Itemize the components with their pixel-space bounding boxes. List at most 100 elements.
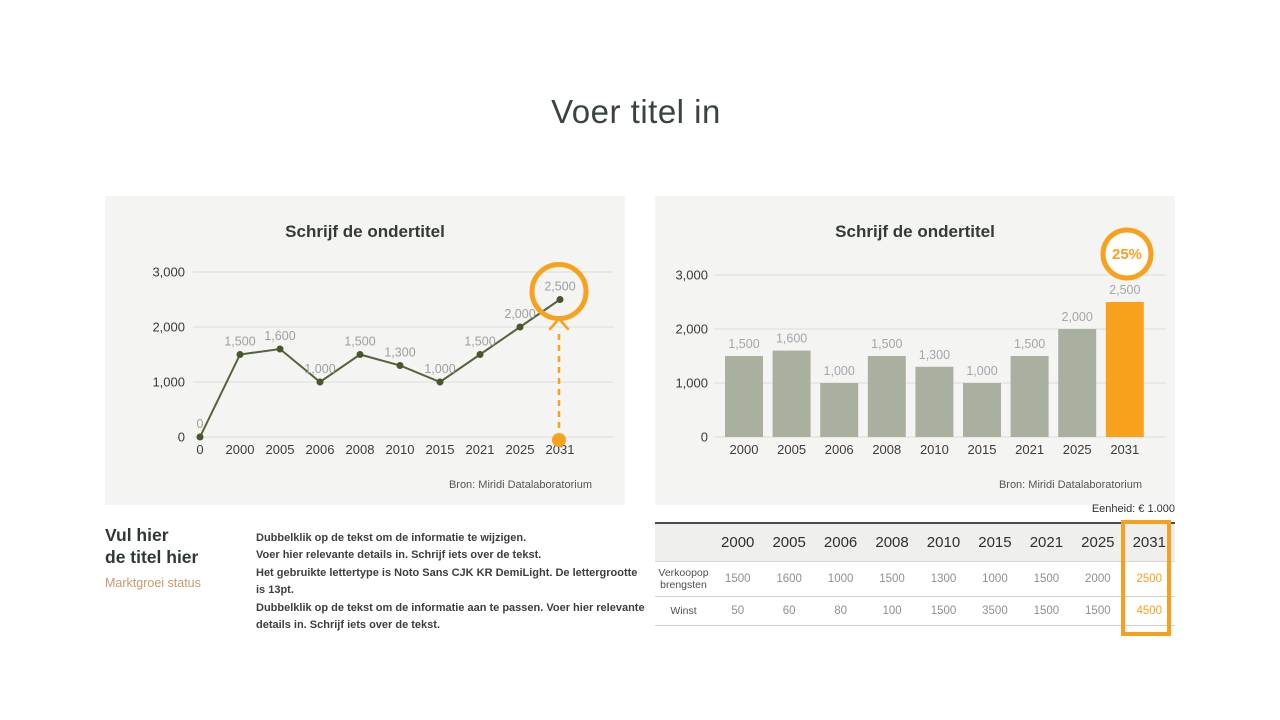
table-cell: 100 [882, 605, 902, 617]
data-point-label: 1,000 [424, 362, 455, 376]
body-text-line: Het gebruikte lettertype is Noto Sans CJ… [256, 566, 638, 597]
table-cell: 1300 [930, 573, 957, 585]
table-row: Winst 50 60 80 100 1500 3500 1500 1500 4500 [655, 597, 1175, 626]
table-header-cell: 2008 [875, 534, 909, 551]
body-text-line: Dubbelklik op de tekst om de informatie … [256, 601, 645, 614]
bar [820, 383, 859, 437]
data-point [196, 433, 204, 441]
caption-heading-line1: Vul hier [105, 525, 169, 545]
data-point-label: 1,600 [264, 329, 295, 343]
table-header-cell: 2005 [772, 534, 806, 551]
bar-chart-subtitle: Schrijf de ondertitel [835, 222, 995, 241]
x-tick-label: 2021 [466, 442, 495, 457]
x-tick-label: 2031 [1110, 442, 1139, 457]
table-cell: 1000 [827, 573, 854, 585]
table-header-cell: 2015 [978, 534, 1012, 551]
x-tick-label: 2010 [920, 442, 949, 457]
x-tick-label: 2006 [825, 442, 854, 457]
table-header-cell: 2031 [1132, 534, 1166, 551]
table-header-cell: 2006 [823, 534, 858, 551]
data-point [356, 351, 364, 358]
data-point [436, 378, 444, 386]
table-cell: 1500 [1085, 605, 1111, 617]
caption-subheading: Marktgroei status [105, 576, 201, 590]
caption-block: Vul hier de titel hier Marktgroei status [105, 524, 250, 590]
data-point-label: 1,000 [304, 362, 335, 376]
y-tick-label: 3,000 [152, 265, 185, 280]
caption-heading: Vul hier de titel hier [105, 524, 250, 568]
bar-value-label: 1,300 [919, 348, 950, 362]
data-table-section: Eenheid: € 1.000 2000 2005 2006 2008 2010 201… [655, 502, 1175, 636]
x-tick-label: 2008 [872, 442, 901, 457]
arrow-origin-dot [552, 433, 566, 447]
x-tick-label: 0 [196, 442, 203, 457]
highlight-circle [529, 262, 589, 321]
table-header-cell: 2010 [926, 534, 961, 551]
bar [725, 356, 763, 437]
table-cell: 1500 [879, 573, 905, 585]
x-tick-label: 2005 [777, 442, 806, 457]
table-cell: 60 [782, 605, 796, 617]
data-point [316, 378, 324, 386]
y-tick-label: 3,000 [675, 268, 708, 283]
x-tick-label: 2000 [226, 442, 255, 457]
bar-value-label: 1,500 [1014, 337, 1045, 351]
arrow-head-icon [548, 319, 570, 331]
table-row-label: Winst [670, 604, 697, 617]
data-point-label: 1,500 [344, 335, 375, 349]
table-cell: 2000 [1085, 573, 1111, 585]
x-tick-label: 2008 [346, 442, 375, 457]
data-point [516, 323, 524, 331]
table-cell: 1500 [1033, 573, 1060, 585]
table-header-row: 2000 2005 2006 2008 2010 2015 2021 2025 2031 [655, 524, 1175, 562]
table-cell: 80 [834, 605, 847, 617]
x-tick-label: 2000 [730, 442, 759, 457]
percentage-badge-label: 25% [1112, 246, 1142, 263]
bar-value-label: 1,000 [966, 364, 997, 378]
y-tick-label: 1,000 [152, 375, 185, 390]
data-point [396, 362, 404, 369]
line-chart-source: Bron: Miridi Datalaboratorium [448, 479, 592, 491]
bar-chart: 0 1,000 2,000 3,000 1,500 2000 1,600 2005 1,000 2… [675, 227, 1165, 457]
table-header-cell: 2021 [1029, 534, 1064, 551]
trend-line [199, 298, 561, 438]
bar-value-label: 1,500 [871, 337, 902, 351]
bar [772, 350, 811, 437]
body-text-line: Dubbelklik op de tekst om de informatie … [256, 532, 527, 544]
table-cell: 1500 [930, 605, 957, 617]
bar [867, 356, 906, 437]
x-tick-label: 2015 [968, 442, 997, 457]
bar-chart-source: Bron: Miridi Datalaboratorium [998, 479, 1142, 491]
table-row-label: Verkoopop brengsten [658, 566, 709, 591]
page-title: Voer titel in [551, 93, 721, 130]
data-point [276, 345, 284, 353]
y-tick-label: 2,000 [152, 320, 185, 335]
data-point-label: 2,000 [504, 307, 535, 321]
table-cell: 4500 [1136, 605, 1163, 617]
line-chart-panel: Schrijf de ondertitel 0 1,000 2,000 3,000 0 0… [105, 196, 625, 505]
x-tick-label: 2025 [506, 442, 535, 457]
bar [1010, 356, 1049, 437]
data-table: 2000 2005 2006 2008 2010 2015 2021 2025 2031 Verk… [655, 520, 1175, 636]
line-chart: 01,0002,0003,000001,50020001,60020051,00… [152, 262, 613, 457]
data-point [476, 351, 484, 358]
x-tick-label: 2021 [1015, 442, 1044, 457]
bar-value-label: 2,000 [1062, 310, 1093, 324]
percentage-badge [1100, 227, 1154, 281]
unit-note: Eenheid: € 1.000 [1091, 503, 1175, 515]
data-point-label: 1,500 [464, 335, 495, 349]
data-point-label: 0 [197, 417, 204, 431]
bar [963, 383, 1001, 437]
bar [915, 366, 954, 437]
table-cell: 1000 [982, 573, 1008, 585]
body-text: Dubbelklik op de tekst om de informatie … [256, 530, 646, 634]
bar [1058, 329, 1097, 437]
bar-value-label: 1,000 [824, 364, 855, 378]
data-point [236, 351, 244, 358]
y-tick-label: 1,000 [675, 376, 708, 391]
bar-chart-panel: Schrijf de ondertitel 0 1,000 2,000 3,000 1,… [655, 196, 1175, 505]
x-tick-label: 2025 [1063, 442, 1092, 457]
table-header-cell: 2025 [1081, 534, 1115, 551]
x-tick-label: 2031 [546, 442, 575, 457]
bar-value-label: 1,600 [776, 332, 807, 346]
